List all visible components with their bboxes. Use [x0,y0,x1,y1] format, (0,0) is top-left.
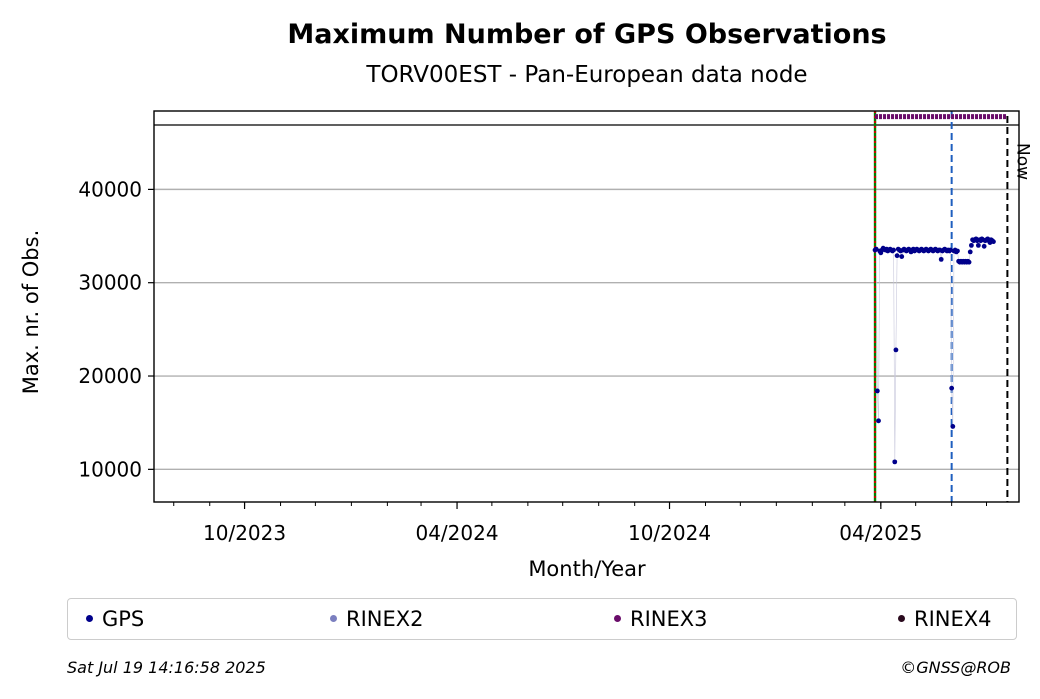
gps-point [876,418,881,424]
chart-title: Maximum Number of GPS Observations [287,19,886,50]
y-tick-label: 20000 [78,364,142,388]
gps-point [949,385,955,391]
legend: GPS RINEX2 RINEX3 RINEX4 [67,598,1017,640]
chart-canvas: Maximum Number of GPS Observations TORV0… [19,19,1032,581]
gps-point [968,242,974,248]
gps-point [966,259,972,265]
legend-marker-rinex2 [330,614,337,622]
legend-item-rinex3: RINEX3 [614,607,708,631]
x-tick-label: 10/2024 [628,521,711,545]
footer-timestamp: Sat Jul 19 14:16:58 2025 [67,658,266,677]
chart-subtitle: TORV00EST - Pan-European data node [365,62,807,88]
gps-point [975,242,981,248]
gps-point [967,249,973,255]
legend-label-gps: GPS [102,607,145,631]
gps-point [938,256,944,262]
gps-point [950,424,956,429]
legend-marker-rinex4 [898,614,905,622]
x-tick-label: 04/2024 [415,521,498,545]
gps-point [874,388,880,394]
x-tick-label: 04/2025 [839,521,922,545]
gps-point [891,247,897,253]
y-axis-label: Max. nr. of Obs. [19,230,43,395]
gps-point [892,459,898,465]
gps-point [893,347,899,353]
y-tick-label: 30000 [78,271,142,295]
gps-point [955,248,960,254]
y-tick-label: 40000 [78,177,142,201]
now-label: Now [1012,143,1032,180]
gps-point [981,243,987,249]
gps-point [899,254,905,259]
x-tick-label: 10/2023 [203,521,286,545]
plot-frame [153,110,1020,503]
plot-area: 10000 20000 30000 40000 10/2023 04/2024 10/202… [78,110,1032,545]
legend-marker-rinex3 [614,614,621,622]
gps-series-line [874,238,994,462]
gps-point [991,239,996,245]
y-tick-label: 10000 [78,457,142,481]
legend-label-rinex2: RINEX2 [346,607,424,631]
legend-label-rinex3: RINEX3 [630,607,708,631]
legend-item-rinex4: RINEX4 [898,607,992,631]
legend-label-rinex4: RINEX4 [914,607,992,631]
legend-item-gps: GPS [86,607,144,631]
footer-credit: ©GNSS@ROB [900,658,1011,677]
legend-item-rinex2: RINEX2 [330,607,424,631]
legend-marker-gps [86,614,93,622]
x-axis-label: Month/Year [528,557,646,581]
gps-point [894,253,900,259]
